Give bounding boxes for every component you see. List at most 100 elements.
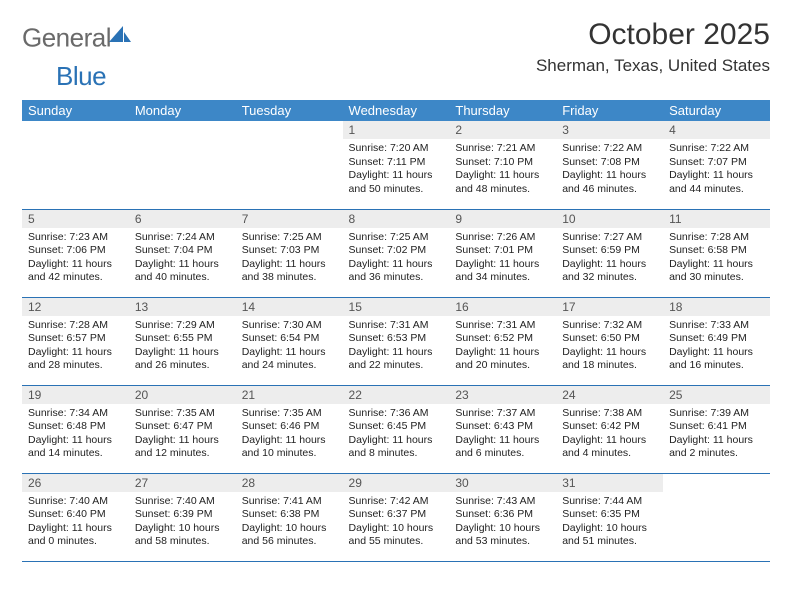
- daylight-line: Daylight: 11 hours and 26 minutes.: [135, 346, 230, 373]
- sunrise-line: Sunrise: 7:34 AM: [28, 407, 123, 421]
- daylight-line: Daylight: 11 hours and 38 minutes.: [242, 258, 337, 285]
- title-block: October 2025 Sherman, Texas, United Stat…: [536, 18, 770, 76]
- daylight-line: Daylight: 11 hours and 22 minutes.: [349, 346, 444, 373]
- calendar-cell: [663, 473, 770, 561]
- daylight-line: Daylight: 11 hours and 44 minutes.: [669, 169, 764, 196]
- day-number: 30: [449, 474, 556, 492]
- sunrise-line: Sunrise: 7:21 AM: [455, 142, 550, 156]
- day-details: Sunrise: 7:43 AMSunset: 6:36 PMDaylight:…: [449, 492, 556, 554]
- day-details: Sunrise: 7:22 AMSunset: 7:07 PMDaylight:…: [663, 139, 770, 201]
- weekday-header: Tuesday: [236, 100, 343, 121]
- daylight-line: Daylight: 11 hours and 6 minutes.: [455, 434, 550, 461]
- sunset-line: Sunset: 6:40 PM: [28, 508, 123, 522]
- calendar-cell: 25Sunrise: 7:39 AMSunset: 6:41 PMDayligh…: [663, 385, 770, 473]
- day-number: 21: [236, 386, 343, 404]
- daylight-line: Daylight: 11 hours and 40 minutes.: [135, 258, 230, 285]
- calendar-cell: 15Sunrise: 7:31 AMSunset: 6:53 PMDayligh…: [343, 297, 450, 385]
- weekday-header: Saturday: [663, 100, 770, 121]
- sunrise-line: Sunrise: 7:33 AM: [669, 319, 764, 333]
- sunset-line: Sunset: 7:08 PM: [562, 156, 657, 170]
- daylight-line: Daylight: 11 hours and 28 minutes.: [28, 346, 123, 373]
- calendar-cell: 30Sunrise: 7:43 AMSunset: 6:36 PMDayligh…: [449, 473, 556, 561]
- calendar-cell: 27Sunrise: 7:40 AMSunset: 6:39 PMDayligh…: [129, 473, 236, 561]
- sunrise-line: Sunrise: 7:35 AM: [135, 407, 230, 421]
- calendar-cell: 28Sunrise: 7:41 AMSunset: 6:38 PMDayligh…: [236, 473, 343, 561]
- day-details: Sunrise: 7:38 AMSunset: 6:42 PMDaylight:…: [556, 404, 663, 466]
- sunrise-line: Sunrise: 7:27 AM: [562, 231, 657, 245]
- day-number: 8: [343, 210, 450, 228]
- day-number: 4: [663, 121, 770, 139]
- day-details: Sunrise: 7:25 AMSunset: 7:03 PMDaylight:…: [236, 228, 343, 290]
- sunrise-line: Sunrise: 7:36 AM: [349, 407, 444, 421]
- day-details: Sunrise: 7:24 AMSunset: 7:04 PMDaylight:…: [129, 228, 236, 290]
- sunrise-line: Sunrise: 7:25 AM: [242, 231, 337, 245]
- day-number: 27: [129, 474, 236, 492]
- sunrise-line: Sunrise: 7:28 AM: [669, 231, 764, 245]
- day-details: Sunrise: 7:21 AMSunset: 7:10 PMDaylight:…: [449, 139, 556, 201]
- sunrise-line: Sunrise: 7:28 AM: [28, 319, 123, 333]
- calendar-head: SundayMondayTuesdayWednesdayThursdayFrid…: [22, 100, 770, 121]
- sunrise-line: Sunrise: 7:29 AM: [135, 319, 230, 333]
- sunrise-line: Sunrise: 7:20 AM: [349, 142, 444, 156]
- sunrise-line: Sunrise: 7:30 AM: [242, 319, 337, 333]
- daylight-line: Daylight: 11 hours and 18 minutes.: [562, 346, 657, 373]
- calendar-cell: 5Sunrise: 7:23 AMSunset: 7:06 PMDaylight…: [22, 209, 129, 297]
- sunset-line: Sunset: 7:10 PM: [455, 156, 550, 170]
- daylight-line: Daylight: 10 hours and 53 minutes.: [455, 522, 550, 549]
- sunset-line: Sunset: 6:57 PM: [28, 332, 123, 346]
- calendar-cell: 22Sunrise: 7:36 AMSunset: 6:45 PMDayligh…: [343, 385, 450, 473]
- calendar-cell: 20Sunrise: 7:35 AMSunset: 6:47 PMDayligh…: [129, 385, 236, 473]
- day-number: 2: [449, 121, 556, 139]
- day-details: Sunrise: 7:28 AMSunset: 6:58 PMDaylight:…: [663, 228, 770, 290]
- day-details: Sunrise: 7:22 AMSunset: 7:08 PMDaylight:…: [556, 139, 663, 201]
- calendar-cell: 26Sunrise: 7:40 AMSunset: 6:40 PMDayligh…: [22, 473, 129, 561]
- weekday-header: Sunday: [22, 100, 129, 121]
- header: General Blue October 2025 Sherman, Texas…: [22, 18, 770, 92]
- day-details: Sunrise: 7:31 AMSunset: 6:53 PMDaylight:…: [343, 316, 450, 378]
- daylight-line: Daylight: 10 hours and 55 minutes.: [349, 522, 444, 549]
- calendar-cell: [129, 121, 236, 209]
- daylight-line: Daylight: 11 hours and 50 minutes.: [349, 169, 444, 196]
- sunset-line: Sunset: 6:59 PM: [562, 244, 657, 258]
- day-details: Sunrise: 7:23 AMSunset: 7:06 PMDaylight:…: [22, 228, 129, 290]
- day-details: Sunrise: 7:35 AMSunset: 6:47 PMDaylight:…: [129, 404, 236, 466]
- sunset-line: Sunset: 7:07 PM: [669, 156, 764, 170]
- sunrise-line: Sunrise: 7:35 AM: [242, 407, 337, 421]
- sunrise-line: Sunrise: 7:37 AM: [455, 407, 550, 421]
- calendar-cell: 16Sunrise: 7:31 AMSunset: 6:52 PMDayligh…: [449, 297, 556, 385]
- day-details: Sunrise: 7:36 AMSunset: 6:45 PMDaylight:…: [343, 404, 450, 466]
- sunset-line: Sunset: 6:58 PM: [669, 244, 764, 258]
- sunset-line: Sunset: 6:35 PM: [562, 508, 657, 522]
- daylight-line: Daylight: 11 hours and 24 minutes.: [242, 346, 337, 373]
- daylight-line: Daylight: 11 hours and 16 minutes.: [669, 346, 764, 373]
- calendar-cell: 21Sunrise: 7:35 AMSunset: 6:46 PMDayligh…: [236, 385, 343, 473]
- calendar-cell: 1Sunrise: 7:20 AMSunset: 7:11 PMDaylight…: [343, 121, 450, 209]
- calendar-cell: 24Sunrise: 7:38 AMSunset: 6:42 PMDayligh…: [556, 385, 663, 473]
- day-number: 22: [343, 386, 450, 404]
- logo: General Blue: [22, 18, 131, 92]
- day-details: Sunrise: 7:44 AMSunset: 6:35 PMDaylight:…: [556, 492, 663, 554]
- daylight-line: Daylight: 11 hours and 48 minutes.: [455, 169, 550, 196]
- sunrise-line: Sunrise: 7:41 AM: [242, 495, 337, 509]
- day-number: 7: [236, 210, 343, 228]
- daylight-line: Daylight: 10 hours and 51 minutes.: [562, 522, 657, 549]
- calendar-cell: 19Sunrise: 7:34 AMSunset: 6:48 PMDayligh…: [22, 385, 129, 473]
- sunrise-line: Sunrise: 7:32 AM: [562, 319, 657, 333]
- weekday-header: Wednesday: [343, 100, 450, 121]
- calendar-cell: 12Sunrise: 7:28 AMSunset: 6:57 PMDayligh…: [22, 297, 129, 385]
- sunset-line: Sunset: 6:42 PM: [562, 420, 657, 434]
- day-number: 23: [449, 386, 556, 404]
- sunrise-line: Sunrise: 7:31 AM: [455, 319, 550, 333]
- daylight-line: Daylight: 11 hours and 0 minutes.: [28, 522, 123, 549]
- day-number: 18: [663, 298, 770, 316]
- sunrise-line: Sunrise: 7:39 AM: [669, 407, 764, 421]
- day-number: 17: [556, 298, 663, 316]
- logo-word-1: General: [22, 22, 111, 52]
- daylight-line: Daylight: 11 hours and 30 minutes.: [669, 258, 764, 285]
- calendar-row: 19Sunrise: 7:34 AMSunset: 6:48 PMDayligh…: [22, 385, 770, 473]
- day-details: Sunrise: 7:26 AMSunset: 7:01 PMDaylight:…: [449, 228, 556, 290]
- daylight-line: Daylight: 10 hours and 56 minutes.: [242, 522, 337, 549]
- daylight-line: Daylight: 11 hours and 14 minutes.: [28, 434, 123, 461]
- day-details: Sunrise: 7:31 AMSunset: 6:52 PMDaylight:…: [449, 316, 556, 378]
- day-details: Sunrise: 7:20 AMSunset: 7:11 PMDaylight:…: [343, 139, 450, 201]
